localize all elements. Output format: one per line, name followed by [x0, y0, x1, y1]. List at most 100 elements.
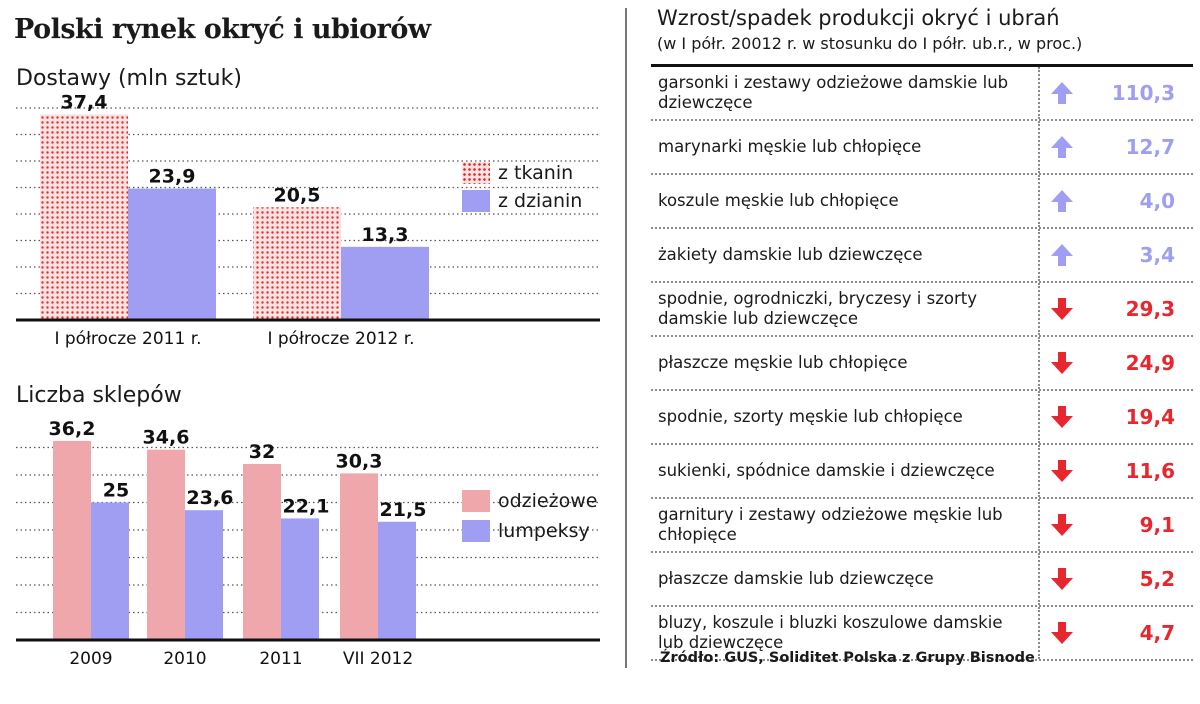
arrow-down-icon [1051, 460, 1073, 482]
row-value: 29,3 [1125, 297, 1175, 321]
row-separator [1038, 229, 1040, 281]
data-label-tkanin-0: 37,4 [61, 91, 108, 113]
legend-lumpeksy: lumpeksy [462, 520, 590, 542]
chart1-title: Dostawy (mln sztuk) [16, 66, 242, 91]
bar-tkanin-1 [253, 207, 341, 320]
category-label-0: I półrocze 2011 r. [54, 329, 201, 349]
row-value: 4,0 [1139, 189, 1175, 213]
row-separator [1038, 121, 1040, 173]
bar-tkanin-0 [40, 114, 128, 320]
legend-label-tkanin: z tkanin [498, 162, 574, 184]
row-value: 11,6 [1125, 459, 1175, 483]
bar-odziezowe-0 [53, 440, 91, 640]
legend-tkanin: z tkanin [462, 162, 573, 184]
row-label: garnitury i zestawy odzieżowe męskie lub… [658, 505, 1003, 544]
data-label-lumpeksy-0: 25 [103, 480, 129, 502]
data-label-lumpeksy-1: 23,6 [187, 487, 234, 509]
data-label-tkanin-1: 20,5 [274, 184, 321, 206]
source-note: Źródło: GUS, Soliditet Polska z Grupy Bi… [660, 650, 1035, 666]
category-label-2: 2011 [259, 649, 302, 669]
row-value: 110,3 [1111, 81, 1175, 105]
arrow-down-icon [1051, 568, 1073, 590]
category-label-0: 2009 [69, 649, 112, 669]
table-subtitle: (w I półr. 20012 r. w stosunku do I półr… [657, 34, 1083, 53]
legend-swatch-lumpeksy [462, 520, 490, 542]
row-value: 19,4 [1125, 405, 1175, 429]
legend-swatch-tkanin [462, 162, 490, 184]
bar-odziezowe-1 [147, 449, 185, 640]
bar-odziezowe-3 [340, 473, 378, 640]
category-label-1: 2010 [163, 649, 206, 669]
row-separator [1038, 445, 1040, 497]
row-label: spodnie, ogrodniczki, bryczesy i szorty … [658, 289, 977, 328]
row-separator [1038, 67, 1040, 119]
bar-dzianin-1 [341, 246, 429, 320]
row-separator [1038, 337, 1040, 389]
data-label-dzianin-0: 23,9 [149, 166, 196, 188]
bar-odziezowe-2 [243, 464, 281, 640]
table-row: spodnie, szorty męskie lub chłopięce 19,4 [651, 391, 1193, 445]
main-title: Polski rynek okryć i ubiorów [14, 14, 431, 45]
data-label-odziezowe-2: 32 [249, 441, 275, 463]
row-label: sukienki, spódnice damskie i dziewczęce [658, 461, 995, 480]
table-row: garsonki i zestawy odzieżowe damskie lub… [651, 67, 1193, 121]
data-label-lumpeksy-2: 22,1 [283, 495, 330, 517]
arrow-down-icon [1051, 298, 1073, 320]
arrow-up-icon [1051, 244, 1073, 266]
table-row: płaszcze damskie lub dziewczęce 5,2 [651, 553, 1193, 607]
arrow-down-icon [1051, 514, 1073, 536]
arrow-down-icon [1051, 352, 1073, 374]
table-row: sukienki, spódnice damskie i dziewczęce 1… [651, 445, 1193, 499]
bar-lumpeksy-2 [281, 518, 319, 640]
row-separator [1038, 607, 1040, 659]
data-label-odziezowe-1: 34,6 [143, 427, 190, 449]
legend-swatch-dzianin [462, 190, 490, 212]
arrow-down-icon [1051, 406, 1073, 428]
shops-chart: 36,2 25 34,6 23,6 32 22,1 30,3 21,5 2009 2010 201… [16, 418, 600, 669]
row-label: bluzy, koszule i bluzki koszulowe damski… [658, 613, 1003, 652]
table-title: Wzrost/spadek produkcji okryć i ubrań [657, 6, 1060, 30]
row-label: koszule męskie lub chłopięce [658, 191, 899, 210]
data-label-odziezowe-3: 30,3 [336, 450, 383, 472]
row-separator [1038, 391, 1040, 443]
row-separator [1038, 553, 1040, 605]
bar-dzianin-0 [128, 188, 216, 320]
data-label-odziezowe-0: 36,2 [49, 418, 96, 440]
legend-swatch-odziezowe [462, 490, 490, 512]
row-label: garsonki i zestawy odzieżowe damskie lub… [658, 73, 1009, 112]
bar-lumpeksy-3 [378, 521, 416, 640]
production-change-table: garsonki i zestawy odzieżowe damskie lub… [651, 64, 1193, 661]
legend-dzianin: z dzianin [462, 190, 582, 212]
arrow-up-icon [1051, 190, 1073, 212]
legend-label-lumpeksy: lumpeksy [498, 520, 590, 542]
deliveries-chart: 37,4 23,9 20,5 13,3 I półrocze 2011 r. I pół… [16, 91, 600, 349]
legend-label-dzianin: z dzianin [498, 190, 583, 212]
row-value: 24,9 [1125, 351, 1175, 375]
category-label-3: VII 2012 [343, 649, 413, 669]
row-separator [1038, 283, 1040, 335]
row-label: żakiety damskie lub dziewczęce [658, 245, 923, 264]
panel-divider [625, 8, 627, 668]
row-value: 12,7 [1125, 135, 1175, 159]
data-label-dzianin-1: 13,3 [362, 224, 409, 246]
bar-lumpeksy-0 [91, 502, 129, 640]
row-value: 4,7 [1139, 621, 1175, 645]
table-row: garnitury i zestawy odzieżowe męskie lub… [651, 499, 1193, 553]
row-label: marynarki męskie lub chłopięce [658, 137, 922, 156]
arrow-up-icon [1051, 136, 1073, 158]
row-value: 3,4 [1139, 243, 1175, 267]
legend-odziezowe: odzieżowe [462, 490, 597, 512]
table-row: żakiety damskie lub dziewczęce 3,4 [651, 229, 1193, 283]
arrow-up-icon [1051, 82, 1073, 104]
table-row: marynarki męskie lub chłopięce 12,7 [651, 121, 1193, 175]
row-value: 9,1 [1139, 513, 1175, 537]
row-label: płaszcze damskie lub dziewczęce [658, 569, 934, 588]
row-label: spodnie, szorty męskie lub chłopięce [658, 407, 963, 426]
table-row: spodnie, ogrodniczki, bryczesy i szorty … [651, 283, 1193, 337]
row-separator [1038, 499, 1040, 551]
table-row: bluzy, koszule i bluzki koszulowe damski… [651, 607, 1193, 661]
arrow-down-icon [1051, 622, 1073, 644]
table-row: koszule męskie lub chłopięce 4,0 [651, 175, 1193, 229]
category-label-1: I półrocze 2012 r. [267, 329, 414, 349]
row-label: płaszcze męskie lub chłopięce [658, 353, 908, 372]
